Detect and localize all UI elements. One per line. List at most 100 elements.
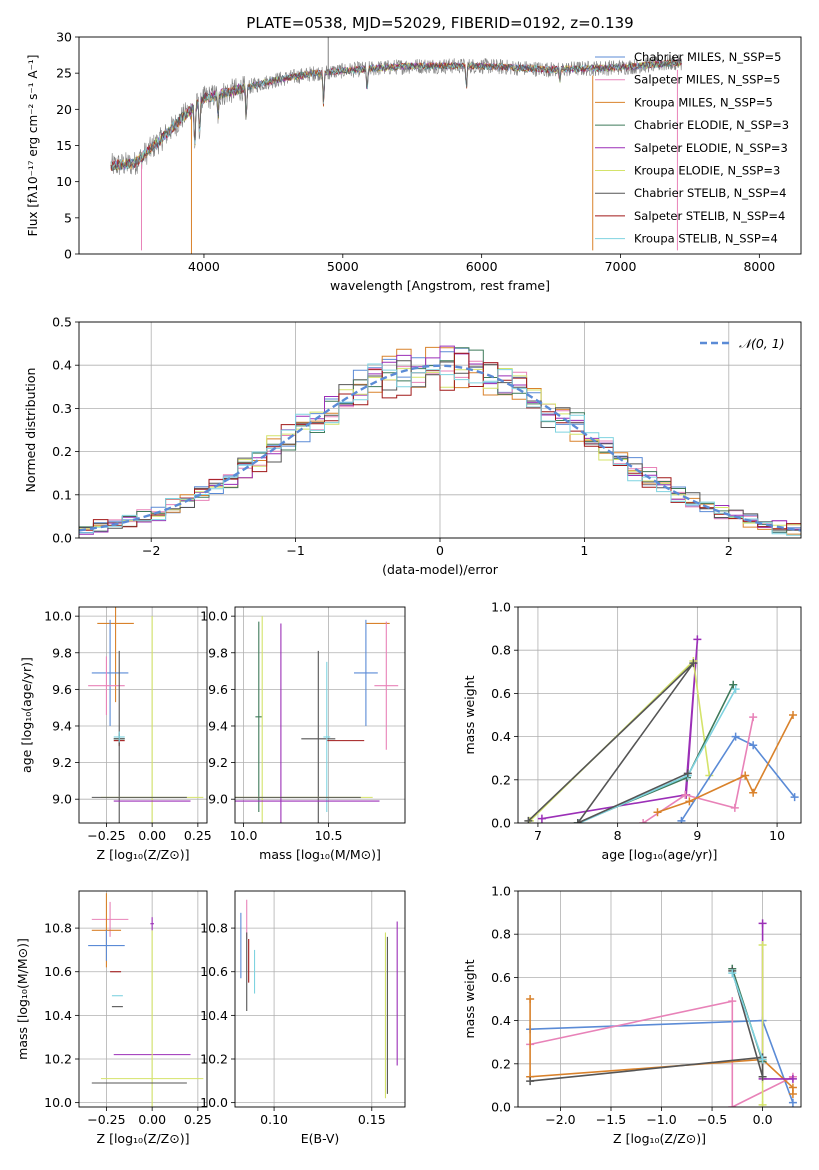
series-line [761, 923, 793, 1080]
y-tick-label: 10.6 [44, 964, 72, 979]
chart-mass-vs-z: −0.25 0.00 0.25 10.0 10.2 10.4 10.6 10.8 Z [log₁… [15, 890, 212, 1146]
y-tick-label: 9.2 [52, 755, 72, 770]
spectrum-line [110, 54, 682, 175]
legend-entry: 𝒩(0, 1) [739, 336, 785, 351]
x-tick-label: 0 [436, 543, 444, 558]
data-point-marker [788, 1090, 797, 1099]
y-tick-label: 10.0 [44, 1095, 72, 1110]
data-point-marker [728, 969, 737, 978]
data-point-marker [729, 680, 738, 689]
spectrum-line [110, 59, 682, 172]
data-point-marker [731, 685, 740, 694]
x-tick-label: 8 [614, 828, 622, 843]
data-point-marker [789, 711, 798, 719]
y-tick-label: 10.4 [200, 1008, 228, 1023]
data-point-marker [681, 790, 690, 799]
legend-entry: Kroupa MILES, N_SSP=5 [634, 95, 773, 109]
series-line [642, 717, 754, 823]
y-tick-label: 9.8 [52, 645, 72, 660]
legend-entry: Chabrier ELODIE, N_SSP=3 [634, 118, 789, 132]
data-point-marker [741, 771, 750, 780]
legend-entry: Salpeter STELIB, N_SSP=4 [634, 209, 785, 223]
y-axis-label: mass [log₁₀(M/M⊙)] [15, 938, 30, 1060]
y-tick-label: 9.4 [52, 718, 72, 733]
y-tick-label: 0.0 [491, 816, 511, 831]
y-tick-label: 0.2 [52, 444, 72, 459]
legend-entry: Kroupa ELODIE, N_SSP=3 [634, 164, 780, 178]
y-tick-label: 9.6 [208, 682, 228, 697]
chart-spectrum: 4000 5000 6000 7000 8000 0 5 10 15 20 25 30 waveleng… [26, 30, 802, 293]
y-tick-label: 0.2 [491, 1056, 511, 1071]
y-tick-label: 0.5 [52, 315, 72, 330]
x-axis-label: age [log₁₀(age/yr)] [602, 847, 718, 862]
x-axis-label: E(B-V) [301, 1131, 340, 1146]
data-point-marker [788, 1074, 797, 1083]
y-tick-label: 0.8 [491, 643, 511, 658]
x-tick-label: 2 [725, 543, 733, 558]
data-point-marker [749, 788, 758, 797]
spectrum-line [110, 58, 682, 171]
spectrum-line [110, 58, 682, 171]
axes-frame [78, 890, 208, 1108]
spectrum-line [110, 58, 682, 171]
y-tick-label: 9.6 [52, 682, 72, 697]
plot-area [235, 616, 399, 823]
y-tick-label: 9.0 [52, 792, 72, 807]
y-tick-label: 10.2 [44, 1052, 72, 1067]
x-tick-label: 5000 [327, 259, 359, 274]
data-point-marker [758, 1055, 767, 1064]
data-point-marker [749, 741, 758, 750]
data-point-marker [788, 1098, 797, 1107]
legend-entry: Salpeter MILES, N_SSP=5 [634, 73, 780, 87]
x-tick-label: 0.00 [138, 828, 166, 843]
x-tick-label: 0.00 [138, 1112, 166, 1127]
legend-entry: Salpeter ELODIE, N_SSP=3 [634, 141, 788, 155]
y-tick-label: 10.0 [200, 1095, 228, 1110]
y-tick-label: 1.0 [491, 884, 511, 899]
y-tick-label: 0.3 [52, 401, 72, 416]
plot-area [526, 919, 797, 1107]
y-axis-label: Flux [fλ10⁻¹⁷ erg cm⁻² s⁻¹ A⁻¹] [26, 55, 40, 237]
data-point-marker [731, 732, 740, 741]
plot-area [524, 635, 799, 823]
x-tick-label: 0.25 [184, 828, 212, 843]
axes-frame [78, 321, 802, 539]
data-point-marker [758, 941, 767, 949]
x-tick-label: 10.5 [315, 828, 343, 843]
x-axis-label: wavelength [Angstrom, rest frame] [330, 278, 550, 293]
y-tick-label: 0.6 [491, 970, 511, 985]
y-tick-label: 10.8 [200, 921, 228, 936]
y-tick-label: 9.0 [208, 792, 228, 807]
series-line [657, 714, 794, 813]
x-tick-label: 0.10 [260, 1112, 288, 1127]
spectrum-line [110, 58, 682, 170]
histogram-step [79, 363, 801, 536]
x-tick-label: 1 [580, 543, 588, 558]
x-tick-label: 7 [534, 828, 542, 843]
y-tick-label: 10 [56, 174, 72, 189]
x-tick-label: −1 [286, 543, 304, 558]
y-axis-label: age [log₁₀(age/yr)] [19, 657, 34, 773]
y-tick-label: 9.2 [208, 755, 228, 770]
spectrum-line [110, 59, 682, 171]
x-tick-label: 6000 [466, 259, 498, 274]
data-point-marker [685, 797, 694, 806]
y-tick-label: 9.8 [208, 645, 228, 660]
x-tick-label: −2 [142, 543, 160, 558]
data-point-marker [790, 793, 799, 802]
y-tick-label: 0.4 [52, 358, 72, 373]
figure-title: PLATE=0538, MJD=52029, FIBERID=0192, z=0… [246, 14, 633, 32]
y-tick-label: 5 [64, 210, 72, 225]
data-point-marker [526, 1077, 535, 1086]
x-tick-label: −2.0 [545, 1112, 575, 1127]
data-point-marker [526, 995, 535, 1003]
y-tick-label: 1.0 [491, 600, 511, 615]
y-axis-label: Normed distribution [23, 368, 38, 493]
data-point-marker [758, 1100, 767, 1107]
axes-frame [234, 606, 406, 824]
y-tick-label: 0.4 [491, 729, 511, 744]
plot-area [88, 607, 204, 823]
x-axis-label: Z [log₁₀(Z/Z⊙)] [97, 847, 190, 862]
plot-area [110, 37, 682, 254]
